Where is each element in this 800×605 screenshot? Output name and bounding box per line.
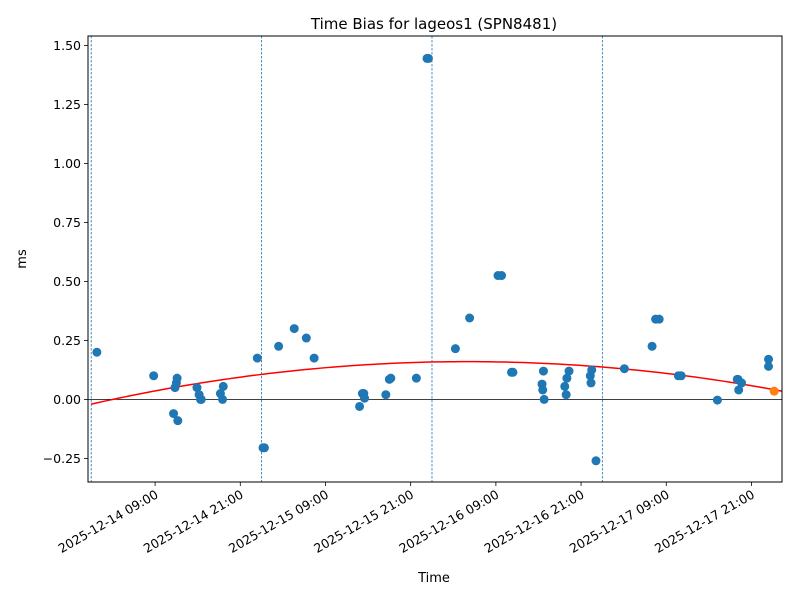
data-point (411, 373, 421, 383)
chart-title: Time Bias for lageos1 (SPN8481) (310, 15, 557, 33)
data-point (497, 271, 507, 281)
data-point (619, 364, 629, 374)
y-tick-label: 0.00 (53, 392, 81, 407)
data-point (301, 333, 311, 343)
data-point (465, 313, 475, 323)
data-point (149, 371, 159, 381)
data-point (218, 394, 228, 404)
data-point (289, 324, 299, 334)
data-point (564, 366, 574, 376)
data-point (172, 373, 182, 383)
y-axis-label: ms (15, 249, 30, 269)
data-point (360, 393, 370, 403)
data-point (561, 390, 571, 400)
data-point (274, 341, 284, 351)
y-tick-label: −0.25 (43, 451, 81, 466)
data-point (309, 353, 319, 363)
y-tick-label: 0.75 (53, 215, 81, 230)
fit-curve (91, 360, 782, 405)
data-point (676, 371, 686, 381)
data-point (712, 395, 722, 405)
data-point (764, 354, 774, 364)
data-point (586, 378, 596, 388)
y-tick-label: 1.00 (53, 156, 81, 171)
latest-data-point (769, 386, 779, 396)
data-point (647, 341, 657, 351)
data-point (173, 416, 183, 426)
data-point (355, 401, 365, 411)
data-point (654, 314, 664, 324)
plot-area (88, 36, 782, 482)
data-point (450, 344, 460, 354)
data-point (587, 365, 597, 375)
y-tick-label: 1.25 (53, 97, 81, 112)
data-point (386, 373, 396, 383)
plot-frame (87, 35, 783, 483)
data-point (591, 456, 601, 466)
data-point (538, 385, 548, 395)
data-point (92, 347, 102, 357)
data-point (562, 373, 572, 383)
data-point (252, 353, 262, 363)
data-point (734, 385, 744, 395)
data-point (764, 361, 774, 371)
y-tick-label: 0.50 (53, 274, 81, 289)
data-point (169, 409, 179, 419)
data-point (539, 394, 549, 404)
data-point (259, 443, 269, 453)
data-point (381, 390, 391, 400)
data-point (192, 383, 202, 393)
y-axis: −0.25 0.00 0.25 0.50 0.75 1.00 1.25 1.50 (43, 38, 88, 466)
y-tick-label: 0.25 (53, 333, 81, 348)
data-point (508, 367, 518, 377)
data-point (560, 381, 570, 391)
data-point (218, 381, 228, 391)
data-point (423, 53, 433, 63)
data-point (538, 366, 548, 376)
data-point (737, 378, 747, 388)
y-tick-label: 1.50 (53, 38, 81, 53)
data-point (196, 394, 206, 404)
x-axis-label: Time (417, 571, 450, 586)
plot-content (88, 36, 782, 482)
